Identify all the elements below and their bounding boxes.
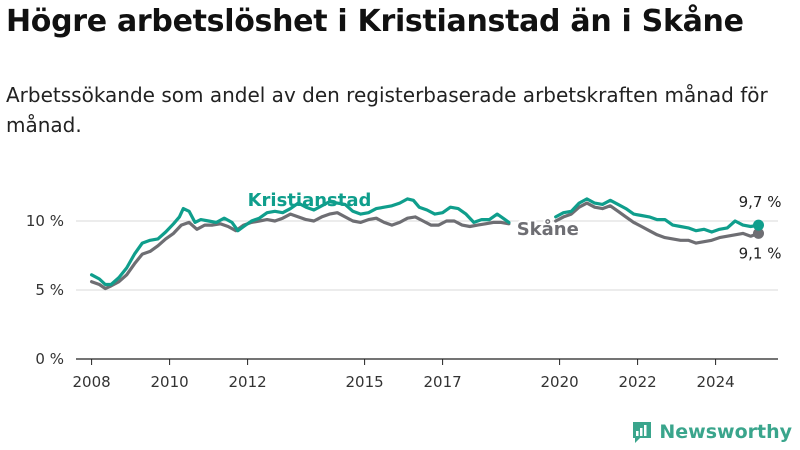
y-tick-label: 0 % xyxy=(35,350,64,368)
chart-subtitle: Arbetssökande som andel av den registerb… xyxy=(6,83,768,137)
x-tick-label: 2012 xyxy=(229,373,267,391)
y-tick-label: 5 % xyxy=(35,281,64,299)
newsworthy-logo-icon xyxy=(633,422,652,443)
grid-layer xyxy=(76,220,778,360)
chart-title: Högre arbetslöshet i Kristianstad än i S… xyxy=(6,4,744,39)
axis-layer: 0 % 5 % 10 % 2008 2010 2012 2015 2017 2020 2022 20… xyxy=(26,212,735,391)
x-tick-label: 2017 xyxy=(424,373,462,391)
end-value-label-skane: 9,1 % xyxy=(739,244,782,262)
x-tick-label: 2015 xyxy=(346,373,384,391)
series-label-kristianstad: Kristianstad xyxy=(248,190,372,211)
end-value-label-kristianstad: 9,7 % xyxy=(739,193,782,211)
newsworthy-logo-text: Newsworthy xyxy=(659,421,792,443)
x-tick-label: 2022 xyxy=(619,373,657,391)
series-line-skane xyxy=(90,201,761,291)
label-layer: Kristianstad Skåne 9,7 % 9,1 % xyxy=(248,190,782,262)
series-label-skane: Skåne xyxy=(517,218,579,240)
x-tick-label: 2010 xyxy=(151,373,189,391)
newsworthy-logo: Newsworthy xyxy=(631,420,792,444)
end-point-skane xyxy=(753,227,764,239)
x-tick-label: 2020 xyxy=(541,373,579,391)
end-point-kristianstad xyxy=(753,219,764,231)
x-tick-label: 2024 xyxy=(697,373,735,391)
x-tick-label: 2008 xyxy=(73,373,111,391)
series-line-kristianstad xyxy=(90,197,761,287)
y-tick-label: 10 % xyxy=(26,212,64,230)
series-layer xyxy=(90,197,764,291)
